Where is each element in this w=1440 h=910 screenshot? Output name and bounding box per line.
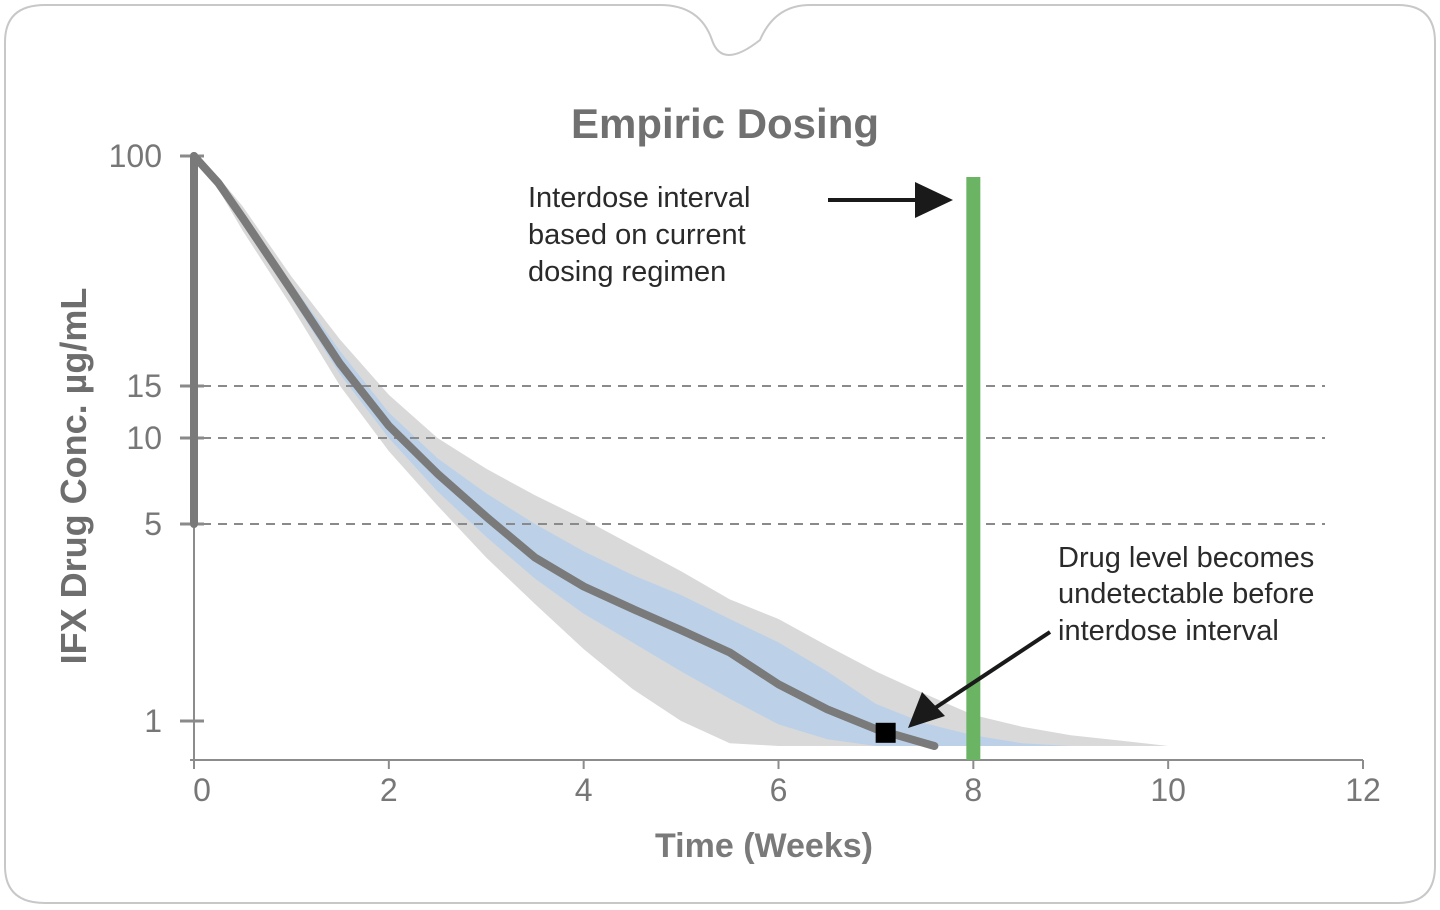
annotation-interdose-line-2: based on current xyxy=(528,219,746,251)
markers xyxy=(875,177,981,760)
median-series xyxy=(190,152,939,750)
annotation-undetectable-arrow-shaft xyxy=(933,630,1052,710)
annotation-undetectable-line-2: undetectable before xyxy=(1058,578,1314,610)
y-tick-label: 5 xyxy=(144,506,162,542)
undetectable-point xyxy=(875,722,896,743)
median-line xyxy=(190,152,939,750)
x-tick-label: 10 xyxy=(1150,772,1186,808)
y-tick-label: 100 xyxy=(109,138,162,174)
annotation-interdose-line-3: dosing regimen xyxy=(528,256,726,288)
x-tick-label: 4 xyxy=(575,772,593,808)
annotation-interdose-arrow-head xyxy=(915,182,953,218)
interdose-marker-bar xyxy=(966,177,981,760)
annotation-undetectable-line-1: Drug level becomes xyxy=(1058,542,1314,574)
inner-band-area xyxy=(194,156,1071,746)
x-tick-label: 12 xyxy=(1345,772,1381,808)
y-axis-label: IFX Drug Conc. µg/mL xyxy=(53,288,94,665)
annotation-undetectable-line-3: interdose interval xyxy=(1058,615,1279,647)
annotation-undetectable-arrow-head xyxy=(908,692,945,728)
confidence-bands xyxy=(194,156,1188,746)
y-tick-label: 1 xyxy=(144,703,162,739)
axes: 0 2 4 6 8 10 12 100 15 10 5 1 xyxy=(109,138,1381,808)
x-tick-label: 8 xyxy=(964,772,982,808)
y-tick-label: 15 xyxy=(126,368,162,404)
x-axis-label: Time (Weeks) xyxy=(655,827,873,865)
x-tick-label: 2 xyxy=(380,772,398,808)
x-tick-label: 0 xyxy=(193,772,211,808)
reference-lines xyxy=(202,385,1325,525)
x-tick-label: 6 xyxy=(770,772,788,808)
y-tick-label: 10 xyxy=(126,420,162,456)
annotation-interdose-line-1: Interdose interval xyxy=(528,182,750,214)
annotation-interdose: Interdose interval based on current dosi… xyxy=(528,182,953,288)
card-frame xyxy=(4,4,1436,904)
chart-title: Empiric Dosing xyxy=(571,100,879,147)
annotation-undetectable: Drug level becomes undetectable before i… xyxy=(908,542,1314,728)
